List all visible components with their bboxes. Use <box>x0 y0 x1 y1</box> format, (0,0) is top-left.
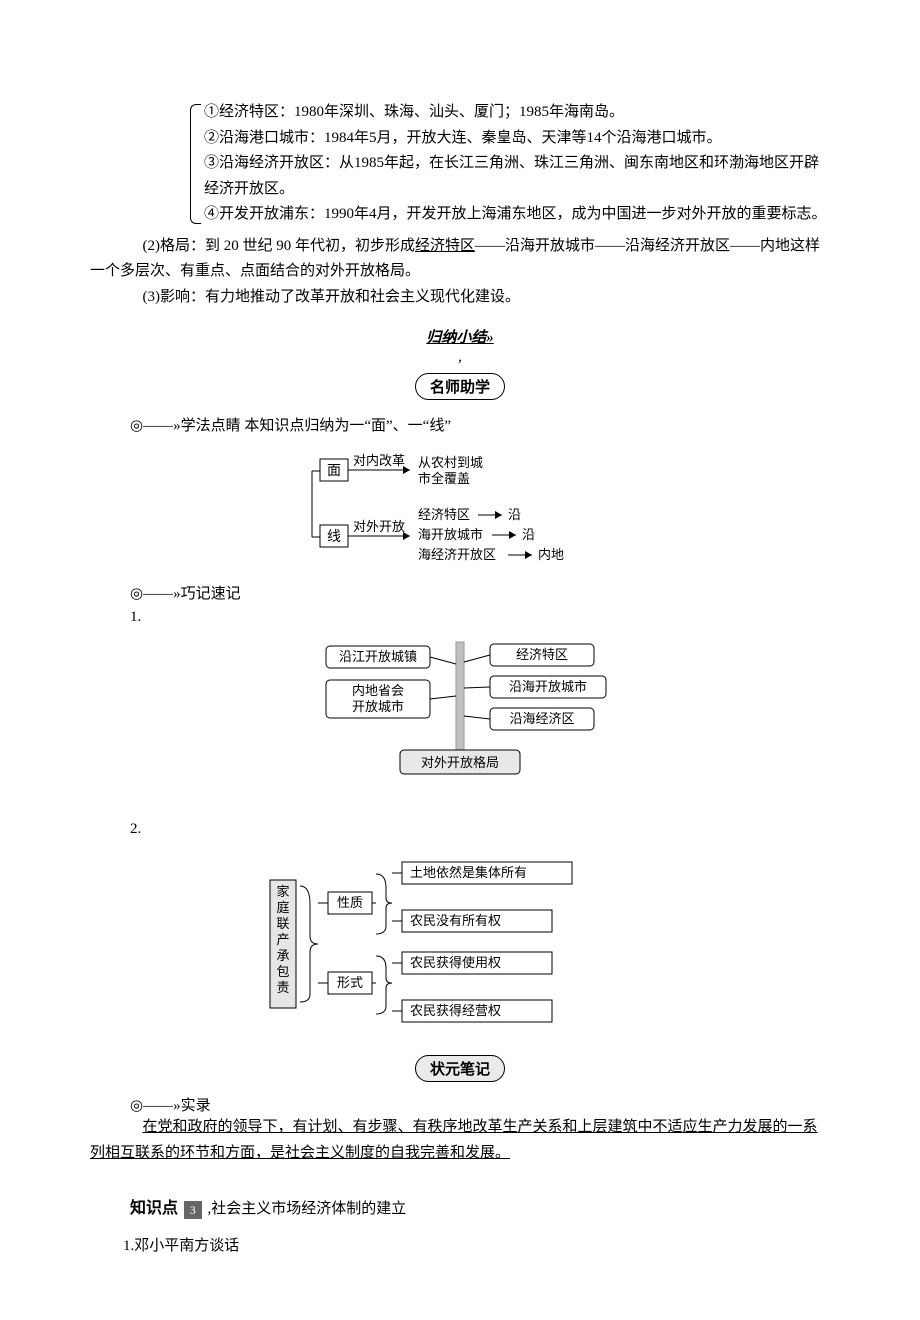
lead-text: 实录 <box>181 1098 211 1114</box>
svg-text:承: 承 <box>276 948 289 963</box>
bullet-icon: ◎——» <box>130 586 181 602</box>
bracket-item: ②沿海港口城市：1984年5月，开放大连、秦皇岛、天津等14个沿海港口城市。 <box>204 126 830 152</box>
summary-label: 归纳小结» <box>426 326 494 347</box>
svg-text:沿海开放城市: 沿海开放城市 <box>509 679 587 694</box>
subheading: 1.邓小平南方谈话 <box>90 1233 830 1260</box>
notes-pill: 状元笔记 <box>415 1055 505 1082</box>
svg-text:家: 家 <box>276 884 289 899</box>
svg-text:对外开放格局: 对外开放格局 <box>421 755 499 770</box>
list-number: 2. <box>130 821 830 838</box>
diagram-open-pattern: 沿江开放城镇 内地省会 开放城市 经济特区 沿海开放城市 沿海经济区 对外开放格… <box>90 632 830 797</box>
svg-text:沿: 沿 <box>522 527 535 542</box>
svg-text:形式: 形式 <box>337 975 363 990</box>
svg-text:面: 面 <box>327 464 341 479</box>
svg-text:对内改革: 对内改革 <box>353 453 405 468</box>
bracket-list: ①经济特区：1980年深圳、珠海、汕头、厦门；1985年海南岛。 ②沿海港口城市… <box>190 100 830 228</box>
svg-text:沿江开放城镇: 沿江开放城镇 <box>339 649 417 664</box>
diagram-household-contract: 家 庭 联 产 承 包 家 庭 联 产 承 包 责 性质 形式 <box>90 844 830 1049</box>
lead-text: 巧记速记 <box>181 586 241 602</box>
svg-text:庭: 庭 <box>276 900 289 915</box>
bracket-item: ③沿海经济开放区：从1985年起，在长江三角洲、珠江三角洲、闽东南地区和环渤海地… <box>204 151 830 202</box>
bullet-icon: ◎——» <box>130 1098 181 1114</box>
svg-text:包: 包 <box>276 964 289 979</box>
bracket-item: ①经济特区：1980年深圳、珠海、汕头、厦门；1985年海南岛。 <box>204 100 830 126</box>
svg-text:沿海经济区: 沿海经济区 <box>509 711 574 726</box>
svg-text:内地省会: 内地省会 <box>352 683 404 698</box>
svg-text:市全覆盖: 市全覆盖 <box>418 471 470 486</box>
svg-text:沿: 沿 <box>508 507 521 522</box>
svg-text:从农村到城: 从农村到城 <box>418 455 483 470</box>
record-text: 在党和政府的领导下，有计划、有步骤、有秩序地改革生产关系和上层建筑中不适应生产力… <box>90 1119 818 1161</box>
text: (2)格局：到 20 世纪 90 年代初，初步形成 <box>143 238 416 254</box>
bracket-item: ④开发开放浦东：1990年4月，开发开放上海浦东地区，成为中国进一步对外开放的重… <box>204 202 830 228</box>
knowledge-number-icon: 3 <box>184 1201 202 1219</box>
svg-text:性质: 性质 <box>337 895 363 910</box>
svg-text:农民没有所有权: 农民没有所有权 <box>410 913 501 928</box>
teacher-pill: 名师助学 <box>415 373 505 400</box>
knowledge-label: 知识点 <box>130 1200 178 1217</box>
svg-text:内地: 内地 <box>538 547 564 562</box>
bullet-icon: ◎——» <box>130 418 181 434</box>
svg-text:海开放城市: 海开放城市 <box>418 527 483 542</box>
svg-text:线: 线 <box>327 529 341 545</box>
svg-text:联: 联 <box>276 916 289 931</box>
paragraph: (2)格局：到 20 世纪 90 年代初，初步形成经济特区——沿海开放城市——沿… <box>90 234 830 285</box>
list-number: 1. <box>130 609 830 626</box>
svg-text:农民获得使用权: 农民获得使用权 <box>410 955 501 970</box>
svg-text:产: 产 <box>276 932 289 947</box>
record-paragraph: 在党和政府的领导下，有计划、有步骤、有秩序地改革生产关系和上层建筑中不适应生产力… <box>90 1115 830 1166</box>
svg-text:土地依然是集体所有: 土地依然是集体所有 <box>410 865 527 880</box>
svg-text:经济特区: 经济特区 <box>418 507 470 522</box>
svg-text:海经济开放区: 海经济开放区 <box>418 547 496 562</box>
svg-text:开放城市: 开放城市 <box>352 699 404 714</box>
diagram-face-line: 面 对内改革 从农村到城 市全覆盖 线 对外开放 经济特区 沿 海开放城市 沿 … <box>90 441 830 576</box>
knowledge-title: ,社会主义市场经济体制的建立 <box>208 1201 407 1217</box>
svg-text:对外开放: 对外开放 <box>353 519 405 534</box>
lead-text: 学法点睛 本知识点归纳为一“面”、一“线” <box>181 418 451 434</box>
svg-text:责: 责 <box>276 980 289 995</box>
page-root: ①经济特区：1980年深圳、珠海、汕头、厦门；1985年海南岛。 ②沿海港口城市… <box>0 0 920 1320</box>
svg-text:农民获得经营权: 农民获得经营权 <box>410 1003 501 1018</box>
svg-text:经济特区: 经济特区 <box>516 647 568 662</box>
underlined-text: 经济特区 <box>415 238 475 254</box>
paragraph: (3)影响：有力地推动了改革开放和社会主义现代化建设。 <box>90 285 830 311</box>
